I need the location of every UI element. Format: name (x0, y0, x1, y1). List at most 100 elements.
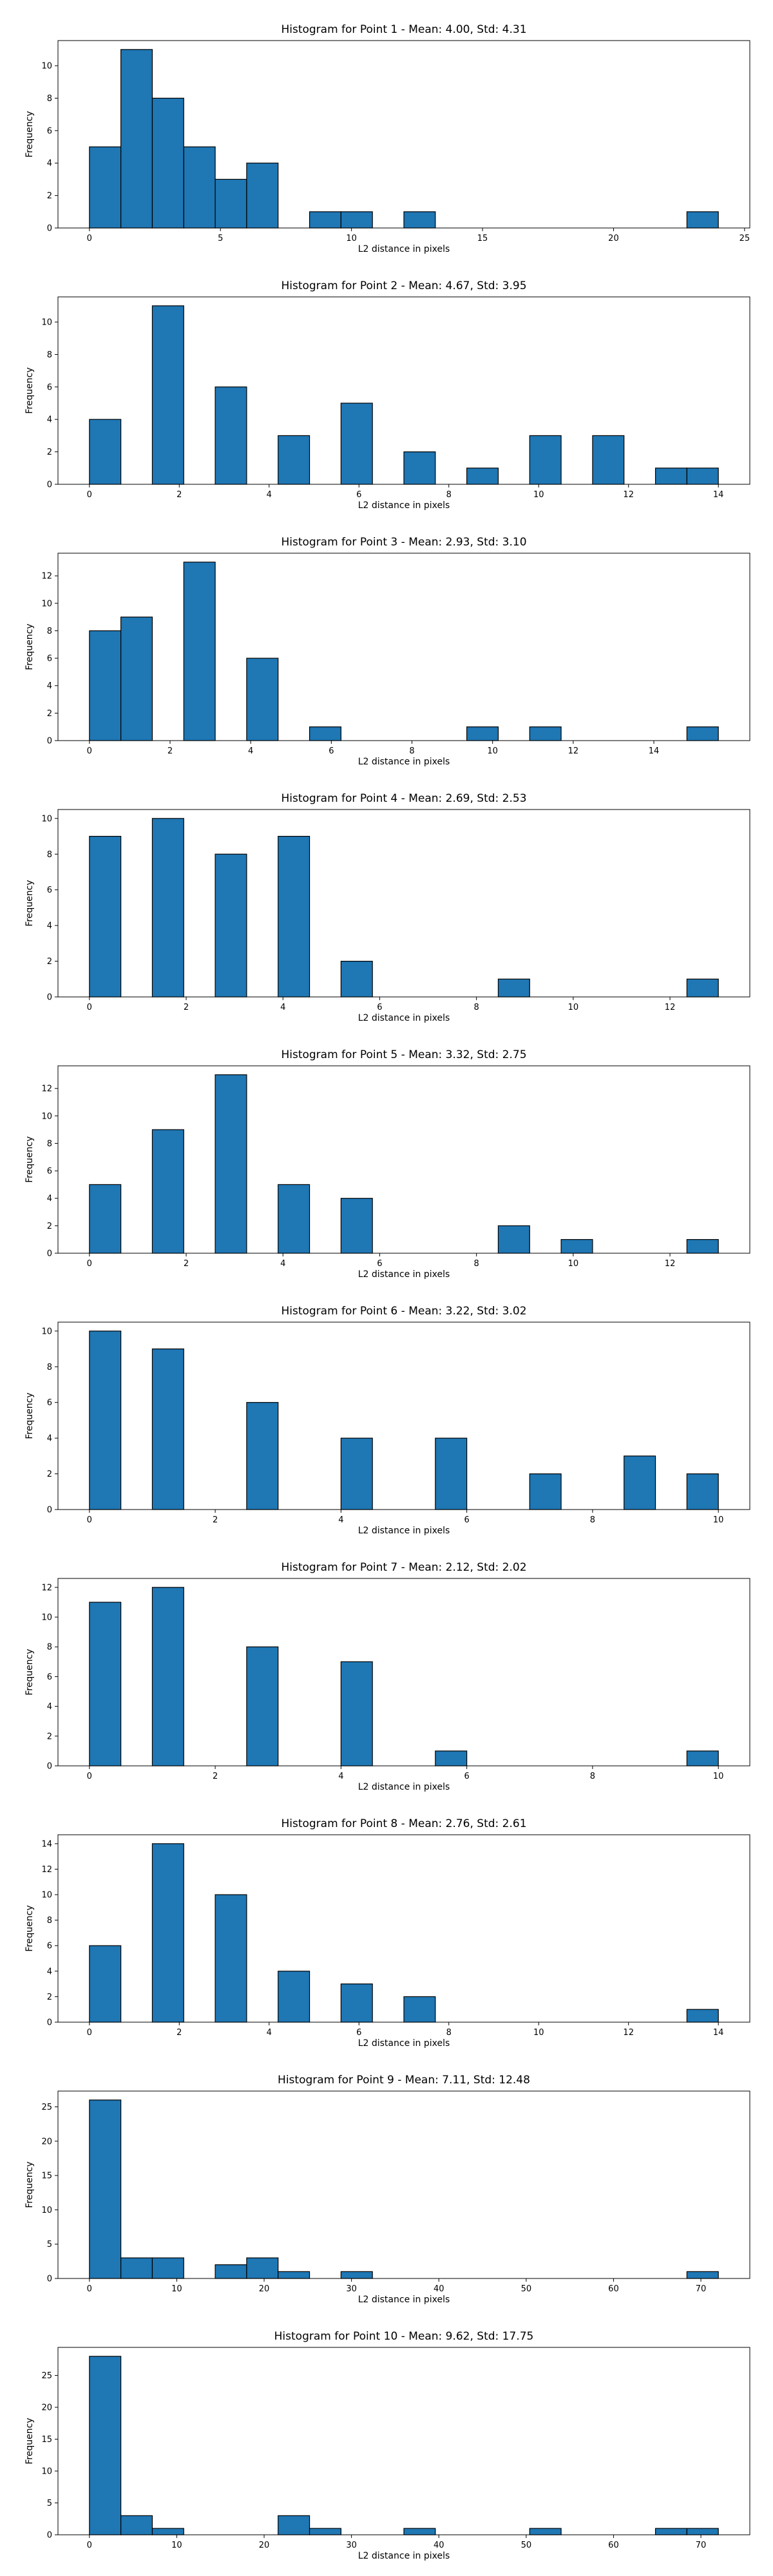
y-tick-label: 8 (47, 1139, 52, 1149)
axes-frame (57, 1065, 750, 1254)
x-tick-label: 30 (346, 2284, 357, 2294)
y-tick-label: 2 (47, 1993, 52, 2002)
histogram-bar (89, 835, 122, 998)
x-tick-label: 2 (177, 490, 182, 500)
histogram-bar (151, 1129, 184, 1254)
x-tick-label: 8 (474, 1003, 479, 1012)
axes-frame (57, 296, 750, 485)
histogram-bar (183, 146, 216, 229)
histogram-bar (403, 1996, 436, 2023)
x-tick-label: 0 (87, 1003, 92, 1012)
x-tick-label: 10 (713, 1515, 724, 1525)
y-tick-label: 6 (47, 1398, 52, 1408)
x-tick-label: 0 (87, 1515, 92, 1525)
chart-title: Histogram for Point 9 - Mean: 7.11, Std:… (278, 2074, 530, 2087)
histogram-bar (278, 835, 310, 998)
x-tick-label: 14 (713, 2028, 724, 2038)
histogram-bar (654, 2528, 687, 2535)
axes-frame (57, 2347, 750, 2535)
histogram-bar (89, 1331, 122, 1510)
y-tick-label: 5 (47, 2240, 52, 2249)
y-tick-label: 12 (41, 1084, 52, 1094)
histogram-bar (183, 562, 216, 741)
histogram-bar (624, 1455, 656, 1510)
histogram-bar (246, 2257, 279, 2279)
histogram-bar (435, 1750, 468, 1766)
x-tick-label: 4 (280, 1259, 285, 1269)
histogram-bar (592, 435, 625, 485)
histogram-bar (309, 211, 341, 229)
y-tick-label: 4 (47, 415, 52, 425)
chart-panel-1: Histogram for Point 1 - Mean: 4.00, Std:… (24, 23, 750, 254)
x-tick-label: 15 (477, 234, 488, 243)
x-tick-label: 2 (213, 1772, 218, 1781)
y-tick-label: 2 (47, 448, 52, 457)
histogram-bar (529, 2528, 562, 2535)
x-tick-label: 6 (377, 1259, 382, 1269)
chart-panel-2: Histogram for Point 2 - Mean: 4.67, Std:… (24, 279, 750, 511)
x-tick-label: 6 (464, 1772, 469, 1781)
x-tick-label: 14 (649, 746, 660, 756)
histogram-bar (89, 1945, 122, 2023)
histogram-bar (215, 386, 247, 485)
y-tick-label: 6 (47, 1942, 52, 1951)
x-tick-label: 6 (356, 490, 361, 500)
x-tick-label: 4 (267, 490, 272, 500)
histogram-bar (686, 211, 719, 229)
y-tick-label: 0 (47, 993, 52, 1003)
y-tick-label: 12 (41, 572, 52, 582)
histogram-bar (120, 616, 153, 741)
x-axis-label: L2 distance in pixels (358, 1269, 450, 1280)
x-tick-label: 6 (356, 2028, 361, 2038)
histogram-bar (340, 1198, 373, 1254)
chart-title: Histogram for Point 7 - Mean: 2.12, Std:… (281, 1561, 526, 1574)
chart-panel-9: Histogram for Point 9 - Mean: 7.11, Std:… (24, 2074, 750, 2305)
x-tick-label: 60 (608, 2541, 619, 2550)
y-axis-label: Frequency (24, 1392, 35, 1439)
histogram-bar (89, 630, 122, 741)
chart-title: Histogram for Point 8 - Mean: 2.76, Std:… (281, 1817, 526, 1830)
histogram-bar (246, 1402, 279, 1510)
axes-frame (57, 553, 750, 741)
x-tick-label: 0 (87, 490, 92, 500)
chart-title: Histogram for Point 3 - Mean: 2.93, Std:… (281, 536, 526, 549)
histogram-bar (686, 1239, 719, 1254)
x-tick-label: 12 (665, 1259, 676, 1269)
y-tick-label: 10 (41, 2467, 52, 2477)
x-tick-label: 10 (171, 2541, 182, 2550)
chart-panel-5: Histogram for Point 5 - Mean: 3.32, Std:… (24, 1048, 750, 1280)
y-axis-label: Frequency (24, 880, 35, 926)
y-axis-label: Frequency (24, 1649, 35, 1695)
y-tick-label: 0 (47, 1762, 52, 1772)
axes-frame (57, 1834, 750, 2023)
y-tick-label: 8 (47, 850, 52, 860)
axes-frame (57, 40, 750, 229)
histogram-bar (686, 2009, 719, 2023)
y-tick-label: 10 (41, 62, 52, 71)
x-tick-label: 4 (280, 1003, 285, 1012)
chart-title: Histogram for Point 1 - Mean: 4.00, Std:… (281, 23, 526, 36)
y-tick-label: 6 (47, 1167, 52, 1177)
chart-panel-4: Histogram for Point 4 - Mean: 2.69, Std:… (24, 792, 750, 1023)
histogram-bar (215, 1074, 247, 1254)
histogram-bar (89, 2099, 122, 2279)
y-tick-label: 8 (47, 1643, 52, 1653)
y-tick-label: 0 (47, 224, 52, 234)
y-axis-label: Frequency (24, 2161, 35, 2208)
y-tick-label: 4 (47, 1967, 52, 1976)
x-tick-label: 25 (740, 234, 750, 243)
y-tick-label: 6 (47, 383, 52, 392)
x-tick-label: 50 (521, 2541, 532, 2550)
chart-panel-6: Histogram for Point 6 - Mean: 3.22, Std:… (24, 1305, 750, 1536)
histogram-bar (686, 726, 719, 741)
x-tick-label: 40 (434, 2284, 444, 2294)
y-tick-label: 6 (47, 654, 52, 664)
y-tick-label: 8 (47, 1916, 52, 1926)
x-tick-label: 4 (267, 2028, 272, 2038)
x-axis-label: L2 distance in pixels (358, 1782, 450, 1792)
y-tick-label: 25 (41, 2371, 52, 2381)
histogram-bar (120, 2257, 153, 2279)
histogram-bar (529, 435, 562, 485)
x-tick-label: 0 (87, 234, 92, 243)
